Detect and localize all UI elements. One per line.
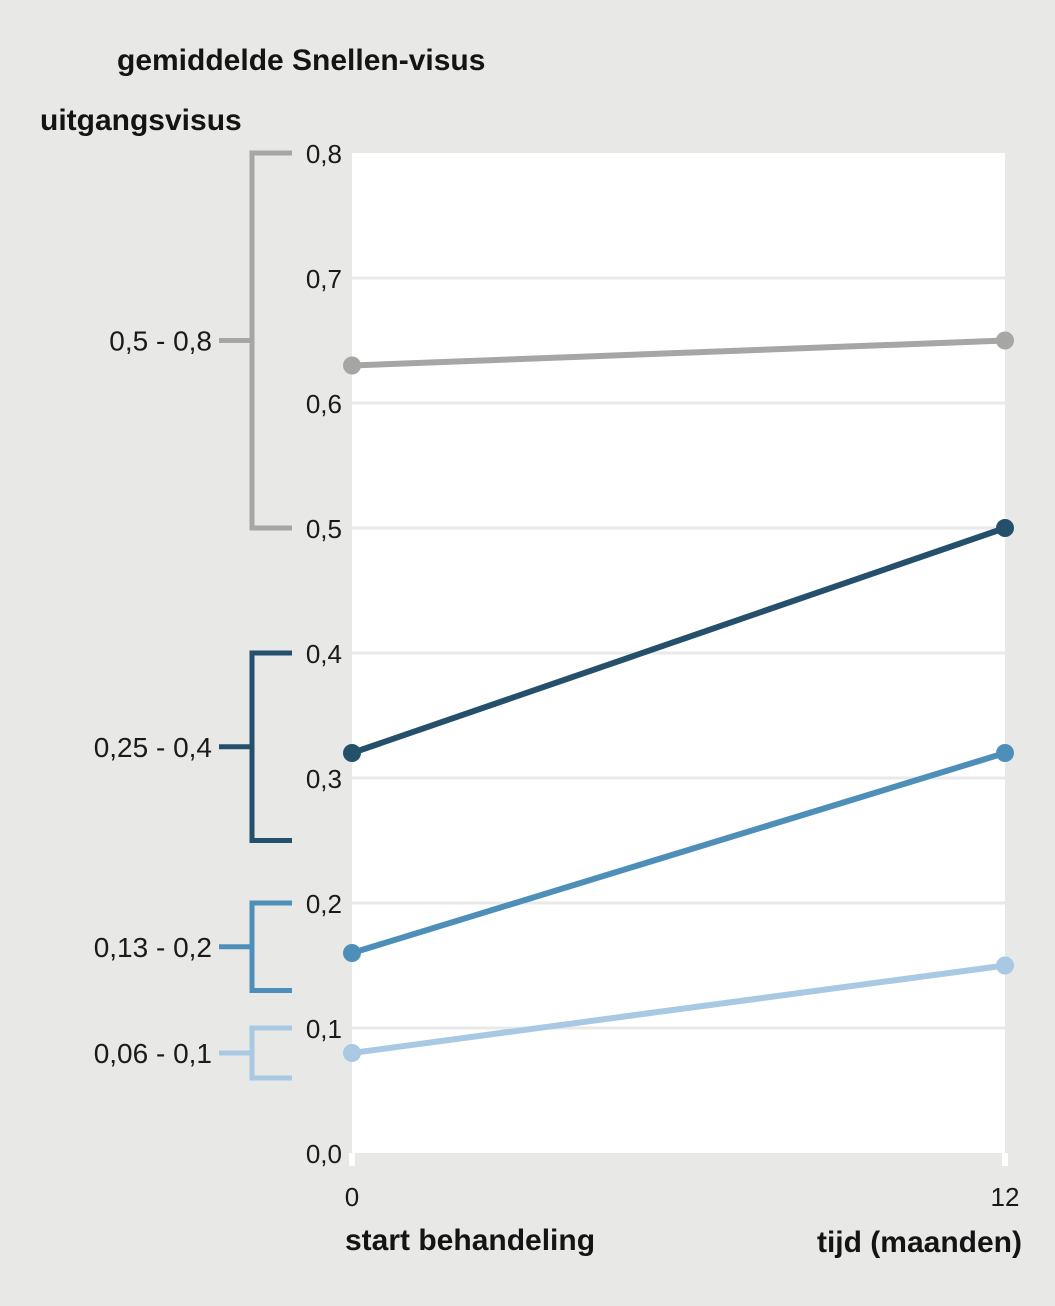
x-tick-label: 0 <box>345 1182 359 1212</box>
bracket <box>249 650 292 843</box>
bracket <box>249 900 292 993</box>
y-tick-label: 0,6 <box>306 389 342 419</box>
group-label: 0,5 - 0,8 <box>109 326 212 357</box>
series-line <box>351 750 1006 956</box>
series-point-start <box>343 356 361 375</box>
series-point-start <box>343 944 361 962</box>
bracket <box>249 150 292 531</box>
y-tick-label: 0,5 <box>306 514 342 544</box>
series-line <box>351 337 1006 369</box>
series-point-start <box>343 744 361 762</box>
chart-generated-layer: 0,0 0,1 0,2 0,3 0,4 0,5 0,6 0,7 0,8 0,5 - 0,8 0,25… <box>94 139 1020 1212</box>
y-tick-label: 0,0 <box>306 1139 342 1169</box>
y-tick-label: 0,1 <box>306 1014 342 1044</box>
y-tick-label: 0,3 <box>306 764 342 794</box>
bracket <box>249 1025 292 1081</box>
y-tick-label: 0,7 <box>306 264 342 294</box>
y-tick-label: 0,2 <box>306 889 342 919</box>
x-axis-label-right: tijd (maanden) <box>817 1226 1022 1259</box>
x-axis-label-left: start behandeling <box>345 1224 595 1257</box>
series-point-end <box>996 519 1014 537</box>
y-tick-label: 0,8 <box>306 139 342 169</box>
x-tick-label: 12 <box>991 1182 1020 1212</box>
group-label: 0,25 - 0,4 <box>94 732 212 763</box>
series-point-end <box>996 744 1014 762</box>
series-point-start <box>343 1044 361 1062</box>
series-point-end <box>996 331 1014 350</box>
series-point-end <box>996 956 1014 975</box>
chart-title: gemiddelde Snellen-visus <box>117 44 485 77</box>
y-tick-label: 0,4 <box>306 639 342 669</box>
y-axis-title: uitgangsvisus <box>40 104 242 137</box>
series-line <box>351 525 1006 756</box>
group-label: 0,06 - 0,1 <box>94 1038 212 1069</box>
series-line <box>351 962 1006 1056</box>
x-tick-mark <box>1002 1153 1008 1166</box>
x-tick-mark <box>349 1153 355 1166</box>
group-label: 0,13 - 0,2 <box>94 932 212 963</box>
